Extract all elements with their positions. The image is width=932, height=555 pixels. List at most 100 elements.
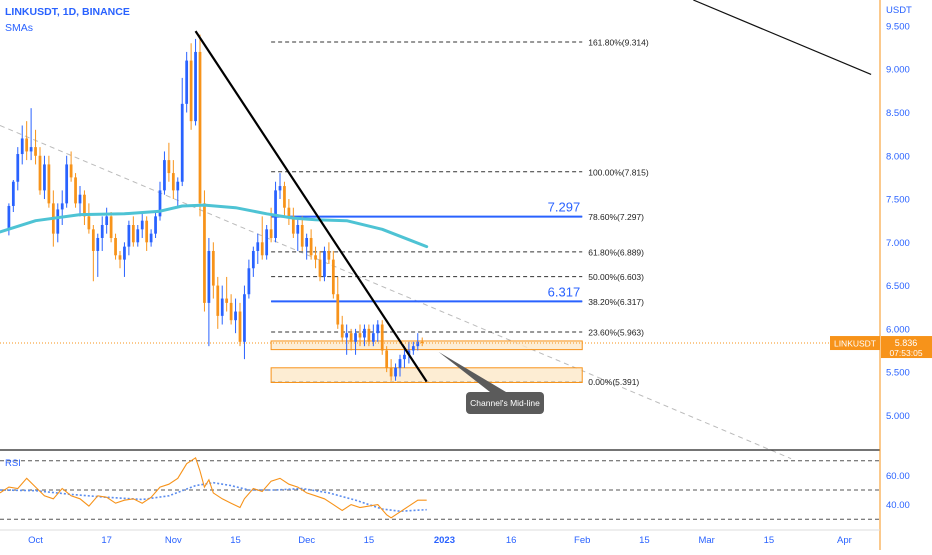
candle-body [78, 194, 82, 204]
candle-body [7, 205, 11, 230]
current-price-value: 5.836 [895, 338, 918, 348]
candle-body [420, 341, 424, 344]
time-tick-label: Oct [28, 535, 43, 546]
key-level-label: 6.317 [548, 284, 581, 299]
candle-body [74, 177, 77, 204]
callout-box [466, 392, 544, 414]
candle-body [358, 333, 362, 338]
candle-body [283, 186, 286, 208]
candle-body [331, 259, 335, 295]
time-tick-label: 15 [230, 535, 241, 546]
price-tick-label: 6.000 [886, 324, 910, 335]
candle-body [323, 250, 326, 277]
candle-body [34, 147, 37, 156]
candle-body [100, 225, 104, 238]
candle-body [47, 164, 51, 204]
candle-body [394, 367, 397, 377]
candle-body [265, 229, 269, 256]
candle-body [296, 225, 300, 234]
fib-level-label: 50.00%(6.603) [588, 272, 644, 282]
candle-body [385, 350, 389, 368]
candle-body [69, 164, 73, 178]
price-tick-label: 8.500 [886, 108, 910, 119]
candle-body [367, 328, 371, 342]
candle-body [20, 138, 24, 155]
candle-body [220, 298, 224, 316]
candle-body [154, 216, 157, 234]
candle-body [216, 285, 220, 316]
candle-body [403, 354, 406, 360]
symbol-price-tag [830, 336, 880, 351]
candle-body [407, 350, 411, 355]
support-zone [270, 340, 583, 351]
fib-level-label: 161.80%(9.314) [588, 38, 649, 48]
candle-body [176, 181, 180, 191]
candle-body [318, 259, 322, 277]
candle-body [194, 51, 197, 122]
callout-pointer [438, 351, 506, 392]
price-axis-unit: USDT [886, 5, 912, 16]
candle-body [60, 203, 64, 210]
time-tick-label: Mar [698, 535, 714, 546]
price-tick-label: 9.000 [886, 65, 910, 76]
candle-body [105, 216, 109, 225]
time-tick-label: Dec [298, 535, 315, 546]
key-level-label: 7.297 [548, 200, 581, 215]
candle-body [243, 294, 246, 342]
symbol-title: LINKUSDT, 1D, BINANCE [5, 6, 130, 18]
candle-body [300, 225, 304, 247]
candle-body [207, 250, 211, 303]
candle-body [269, 229, 273, 238]
price-tick-label: 7.500 [886, 195, 910, 206]
candle-body [131, 225, 135, 243]
candle-body [43, 164, 46, 191]
candle-body [309, 237, 313, 256]
candle-body [238, 311, 242, 342]
descending-trendline [194, 30, 428, 383]
rsi-title: RSI [5, 458, 21, 469]
time-tick-label: Apr [837, 535, 852, 546]
candle-body [16, 154, 20, 182]
candle-body [203, 203, 206, 303]
candle-body [123, 246, 126, 260]
candle-body [416, 341, 420, 347]
candle-body [180, 103, 184, 182]
candle-body [114, 237, 117, 256]
fib-level-label: 61.80%(6.889) [588, 247, 644, 257]
candle-body [167, 160, 171, 174]
candle-body [256, 242, 260, 251]
indicator-label-smas[interactable]: SMAs [5, 22, 34, 34]
candle-body [118, 255, 122, 260]
candle-body [229, 302, 233, 321]
candle-body [158, 190, 162, 217]
fib-level-label: 23.60%(5.963) [588, 328, 644, 338]
time-tick-label: Feb [574, 535, 590, 546]
candle-body [127, 225, 131, 247]
candle-body [398, 359, 402, 368]
candle-body [29, 147, 33, 152]
time-tick-label: Nov [165, 535, 182, 546]
time-tick-label: 16 [506, 535, 517, 546]
candle-body [65, 164, 69, 204]
candle-body [260, 242, 264, 256]
candle-body [83, 194, 86, 217]
candle-body [287, 207, 291, 217]
candle-body [38, 155, 42, 191]
channel-midline [0, 125, 792, 460]
candle-body [327, 250, 331, 260]
price-tick-label: 9.500 [886, 21, 910, 32]
callout-text: Channel's Mid-line [470, 398, 540, 408]
time-tick-label: 15 [364, 535, 375, 546]
candle-body [11, 181, 15, 206]
time-tick-label: 17 [101, 535, 112, 546]
candle-body [371, 333, 375, 342]
candle-body [278, 186, 282, 191]
price-tick-label: 7.000 [886, 238, 910, 249]
candle-body [87, 216, 91, 230]
candle-body [411, 346, 415, 351]
candle-body [389, 367, 393, 377]
candle-body [234, 311, 237, 321]
candle-body [211, 250, 215, 286]
